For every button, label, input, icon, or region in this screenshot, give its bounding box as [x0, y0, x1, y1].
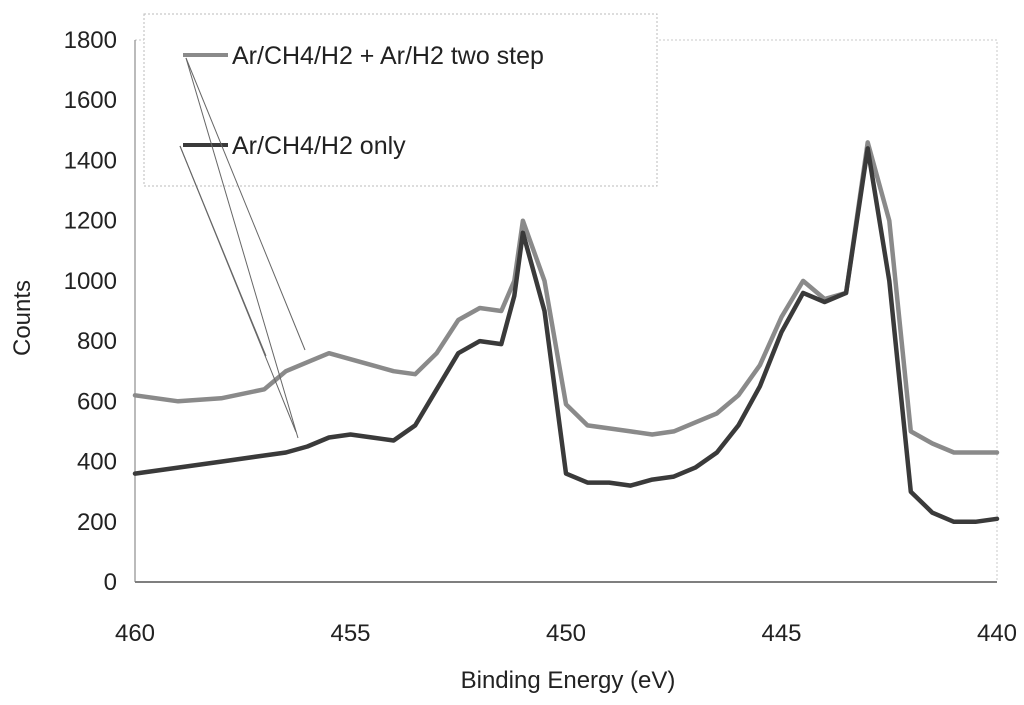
legend-box [143, 13, 658, 187]
x-axis-title: Binding Energy (eV) [461, 667, 676, 694]
y-tick-label: 0 [104, 569, 117, 596]
plot-area [134, 39, 998, 583]
y-tick-label: 1800 [64, 27, 117, 54]
x-tick-label: 455 [330, 620, 370, 647]
leader-line-two-step-a [185, 57, 306, 351]
legend-label: Ar/CH4/H2 only [232, 132, 406, 160]
series-line-2 [132, 146, 1000, 525]
y-axis: 0 200 400 600 800 1000 1200 1400 1600 1800 [64, 27, 117, 596]
series-line-1 [132, 140, 1000, 455]
y-tick-label: 1400 [64, 147, 117, 174]
leader-line-only-b [179, 145, 267, 357]
y-tick-label: 1600 [64, 87, 117, 114]
y-tick-label: 200 [77, 509, 117, 536]
x-tick-label: 445 [761, 620, 801, 647]
y-tick-label: 800 [77, 328, 117, 355]
y-tick-label: 600 [77, 388, 117, 415]
x-tick-label: 460 [115, 620, 155, 647]
y-tick-label: 1000 [64, 268, 117, 295]
x-axis: 460 455 450 445 440 [115, 620, 1017, 647]
y-tick-label: 400 [77, 449, 117, 476]
leader-line-two-step-b [185, 57, 299, 439]
y-axis-title: Counts [9, 280, 36, 356]
series-layer [132, 140, 1000, 525]
legend: Ar/CH4/H2 + Ar/H2 two step Ar/CH4/H2 only [143, 13, 658, 439]
x-tick-label: 450 [546, 620, 586, 647]
x-tick-label: 440 [977, 620, 1017, 647]
y-tick-label: 1200 [64, 208, 117, 235]
legend-label: Ar/CH4/H2 + Ar/H2 two step [232, 42, 544, 70]
